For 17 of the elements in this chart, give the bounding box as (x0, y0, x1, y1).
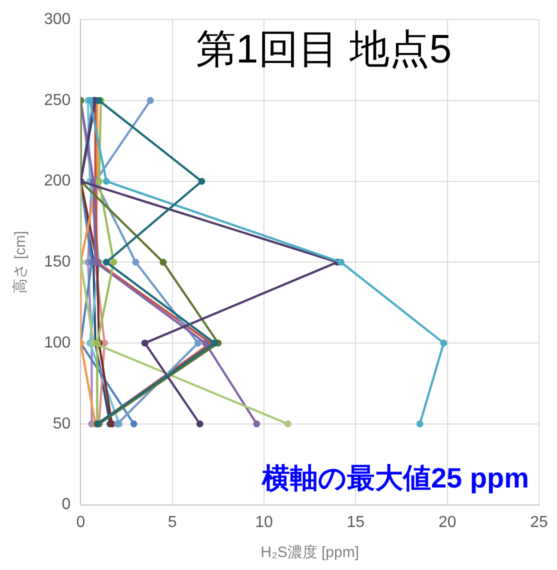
y-tick-label: 50 (52, 415, 71, 432)
x-axis-title: H₂S濃度 [ppm] (260, 544, 360, 562)
y-tick-label: 250 (44, 92, 71, 109)
x-tick-label: 25 (530, 514, 548, 531)
y-tick-label: 0 (62, 496, 71, 514)
y-tick-label: 150 (44, 254, 71, 271)
x-tick-label: 0 (76, 514, 86, 531)
y-tick-label: 300 (44, 11, 71, 28)
y-tick-label: 100 (44, 334, 71, 352)
annotation: 横軸の最大値25 ppm (260, 462, 529, 494)
x-tick-label: 15 (346, 514, 365, 531)
y-tick-label: 200 (44, 172, 71, 190)
chart-title: 第1回目 地点5 (196, 28, 452, 72)
x-tick-label: 10 (255, 514, 274, 531)
x-tick-label: 5 (168, 514, 177, 531)
y-axis-title: 高さ [cm] (12, 230, 30, 294)
x-tick-label: 20 (438, 514, 456, 531)
